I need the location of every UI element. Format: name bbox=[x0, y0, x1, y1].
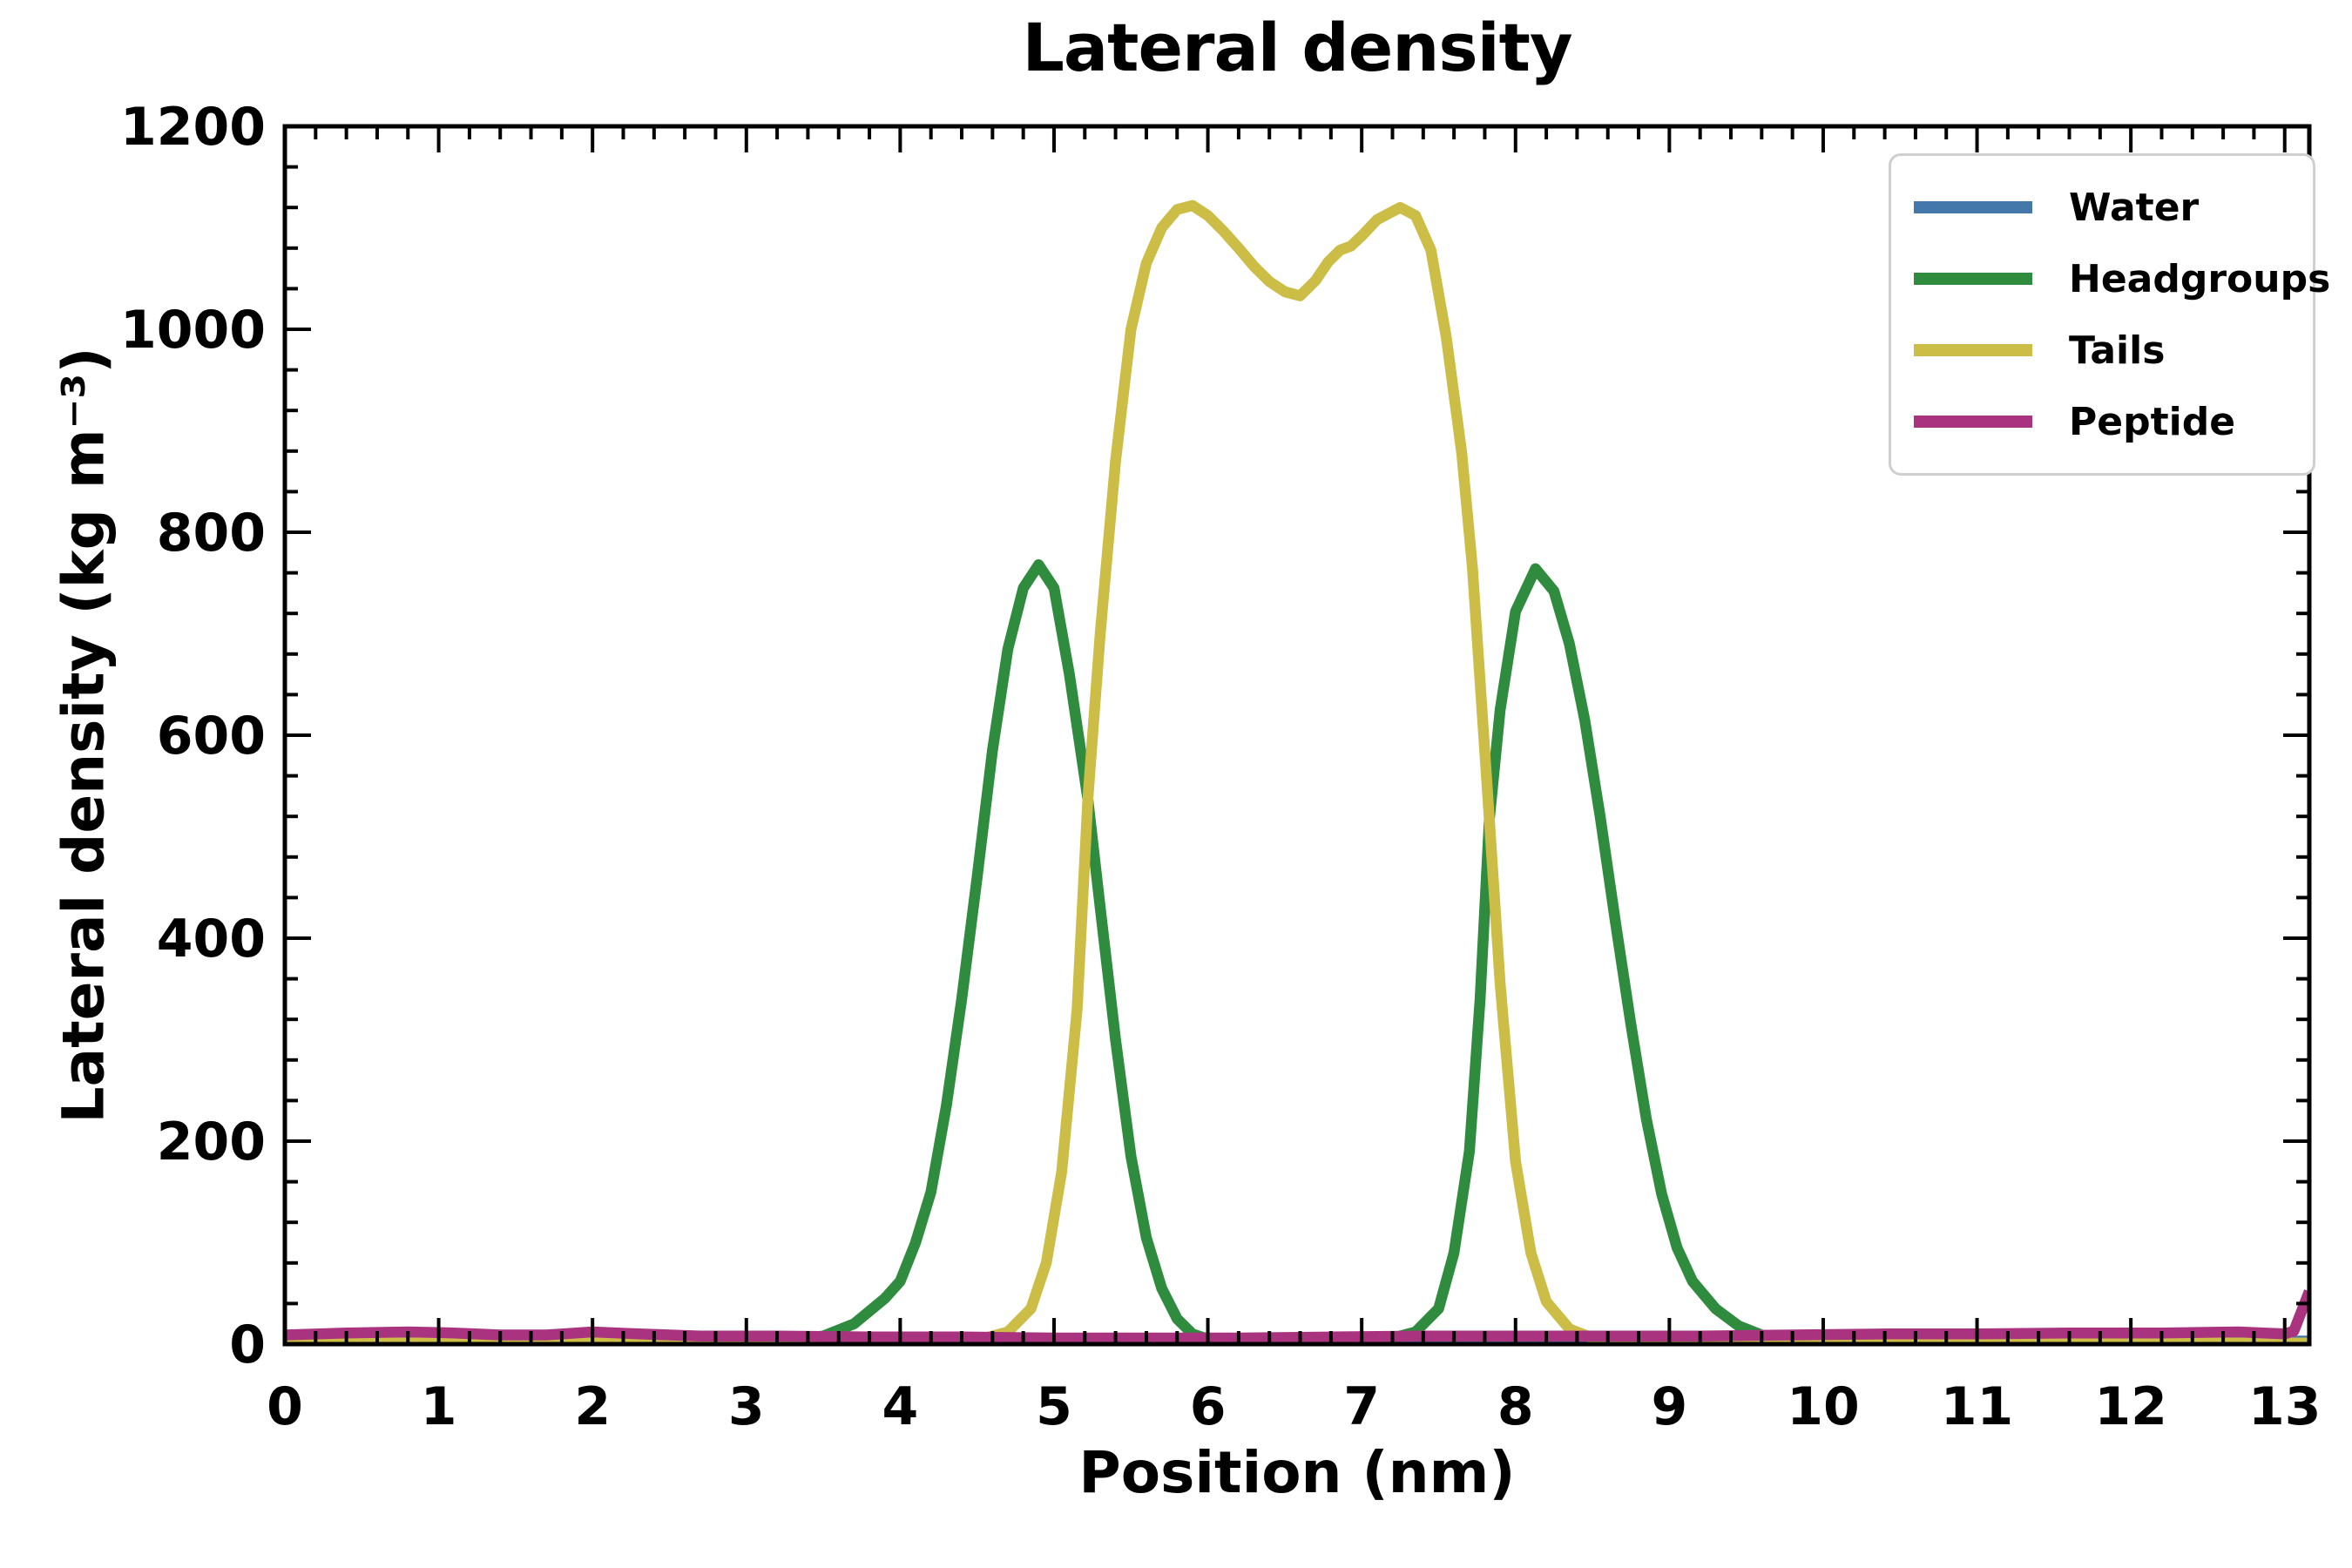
series-line-peptide bbox=[285, 1289, 2309, 1344]
x-tick-label: 4 bbox=[882, 1376, 919, 1437]
legend-swatch-water bbox=[1914, 201, 2032, 213]
x-tick-label: 9 bbox=[1651, 1376, 1687, 1437]
y-axis-label: Lateral density (kg m⁻³) bbox=[50, 347, 118, 1124]
y-tick-label: 0 bbox=[229, 1315, 266, 1375]
y-tick-label: 400 bbox=[157, 909, 266, 970]
legend-item-headgroups: Headgroups bbox=[1914, 243, 2330, 314]
legend-label-water: Water bbox=[2069, 185, 2200, 230]
legend-label-peptide: Peptide bbox=[2069, 399, 2236, 444]
legend-item-tails: Tails bbox=[1914, 314, 2290, 386]
series-line-headgroups bbox=[285, 559, 2309, 1344]
x-tick-label: 13 bbox=[2248, 1376, 2322, 1437]
x-tick-label: 3 bbox=[728, 1376, 765, 1437]
x-tick-label: 8 bbox=[1497, 1376, 1534, 1437]
legend-item-peptide: Peptide bbox=[1914, 386, 2290, 457]
x-tick-label: 2 bbox=[574, 1376, 611, 1437]
y-tick-label: 1000 bbox=[120, 300, 266, 361]
x-tick-label: 1 bbox=[421, 1376, 457, 1437]
x-tick-label: 5 bbox=[1036, 1376, 1072, 1437]
x-tick-label: 0 bbox=[267, 1376, 303, 1437]
x-tick-label: 6 bbox=[1190, 1376, 1227, 1437]
legend-swatch-headgroups bbox=[1914, 273, 2032, 285]
y-tick-label: 800 bbox=[157, 503, 266, 564]
y-tick-label: 600 bbox=[157, 706, 266, 767]
legend: Water Headgroups Tails Peptide bbox=[1889, 153, 2330, 476]
legend-swatch-peptide bbox=[1914, 416, 2032, 428]
legend-swatch-tails bbox=[1914, 344, 2032, 356]
y-tick-label: 1200 bbox=[120, 97, 266, 158]
chart-title: Lateral density bbox=[1022, 9, 1572, 86]
y-tick-label: 200 bbox=[157, 1112, 266, 1173]
x-tick-label: 12 bbox=[2094, 1376, 2167, 1437]
series-line-tails bbox=[285, 199, 2309, 1344]
x-tick-label: 11 bbox=[1941, 1376, 2014, 1437]
legend-label-headgroups: Headgroups bbox=[2069, 256, 2331, 301]
x-tick-label: 7 bbox=[1343, 1376, 1380, 1437]
legend-label-tails: Tails bbox=[2069, 328, 2166, 373]
x-tick-label: 10 bbox=[1787, 1376, 1860, 1437]
x-axis-label: Position (nm) bbox=[1078, 1439, 1516, 1506]
legend-item-water: Water bbox=[1914, 172, 2290, 243]
